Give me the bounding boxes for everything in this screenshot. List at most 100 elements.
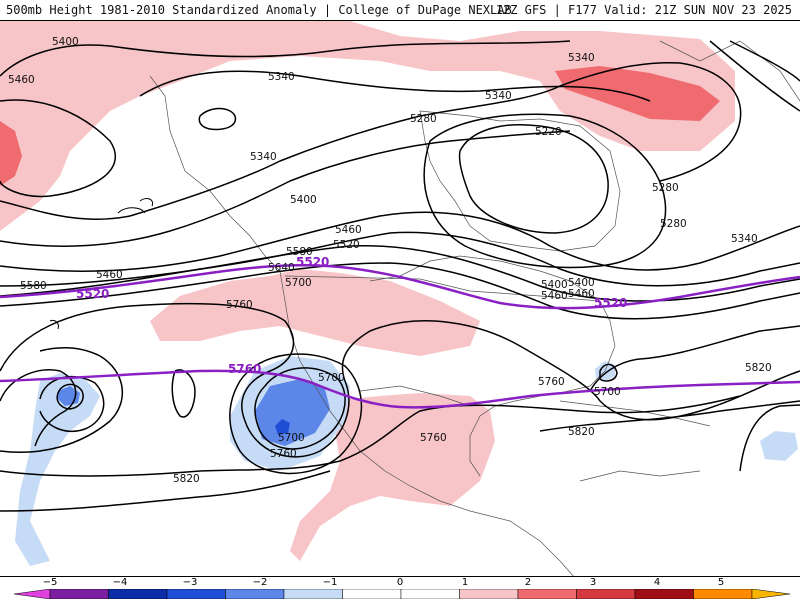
height-contour-line — [0, 244, 800, 302]
colorbar-tick: −5 — [42, 577, 58, 588]
header: 500mb Height 1981-2010 Standardized Anom… — [0, 0, 800, 20]
coastline — [559, 400, 711, 427]
height-contour-line — [139, 70, 651, 102]
height-contour-line — [0, 395, 741, 477]
colorbar-tick: 5 — [717, 577, 725, 588]
colorbar-left-arrow — [13, 589, 51, 599]
height-label: 5700 — [285, 277, 312, 289]
colorbar-segment — [342, 589, 402, 599]
contour-labels: 5400 5460 5340 5340 5340 5340 5220 5280 … — [8, 36, 772, 485]
height-label: 5460 — [541, 290, 568, 302]
height-label: 5340 — [250, 151, 277, 163]
height-contour-line — [198, 107, 237, 131]
colorbar-segment — [108, 589, 168, 599]
colorbar-segment — [634, 589, 694, 599]
height-label: 5340 — [485, 90, 512, 102]
colorbar-tick: 2 — [524, 577, 532, 588]
purple-contour-label: 5760 — [228, 362, 261, 376]
height-contour-line — [56, 383, 84, 410]
colorbar-segment — [693, 589, 753, 599]
colorbar-segment — [49, 589, 109, 599]
height-label: 5400 — [541, 279, 568, 291]
height-contour-line — [171, 369, 196, 418]
colorbar-segment — [576, 589, 636, 599]
height-contour-line — [254, 367, 346, 450]
colorbar-segment — [225, 589, 285, 599]
height-label: 5760 — [270, 448, 297, 460]
colorbar-segment — [283, 589, 343, 599]
height-contour-line — [709, 40, 800, 112]
colorbar: −5 −4 −3 −2 −1 0 1 2 3 4 5 — [0, 577, 800, 600]
height-label: 5400 — [52, 36, 79, 48]
map-title: 500mb Height 1981-2010 Standardized Anom… — [6, 3, 512, 17]
closed-contour — [139, 198, 154, 207]
height-label: 5640 — [268, 262, 295, 274]
colorbar-tick: 3 — [589, 577, 597, 588]
negative-anomaly-region — [15, 373, 100, 566]
positive-anomaly-shading — [0, 21, 735, 561]
coastline — [149, 75, 574, 576]
colorbar-segment — [166, 589, 226, 599]
colorbar-tick: −2 — [252, 577, 268, 588]
colorbar-tick: −4 — [112, 577, 128, 588]
colorbar-tick: 4 — [653, 577, 661, 588]
height-label: 5400 — [568, 277, 595, 289]
height-label: 5460 — [8, 74, 35, 86]
purple-5760-contour — [0, 369, 800, 409]
height-contour-line — [0, 262, 800, 320]
coastline — [369, 255, 616, 477]
height-label: 5700 — [594, 386, 621, 398]
height-label: 5220 — [535, 126, 562, 138]
height-contour-line — [0, 231, 800, 287]
height-label: 5280 — [652, 182, 679, 194]
height-label: 5460 — [335, 224, 362, 236]
height-label: 5760 — [420, 432, 447, 444]
height-contour-line — [0, 61, 742, 221]
purple-5520-contour — [0, 263, 800, 310]
height-contours — [0, 40, 800, 512]
positive-anomaly-region — [290, 393, 495, 561]
height-label: 5520 — [333, 239, 360, 251]
colorbar-segment — [459, 589, 519, 599]
height-label: 5760 — [226, 299, 253, 311]
colorbar-segments — [49, 589, 753, 599]
closed-contour — [49, 320, 59, 330]
coastline — [419, 110, 621, 252]
run-valid-time: 12Z GFS | F177 Valid: 21Z SUN NOV 23 202… — [495, 3, 792, 17]
colorbar-tick: 1 — [461, 577, 469, 588]
height-contour-line — [0, 470, 331, 512]
height-label: 5340 — [268, 71, 295, 83]
height-label: 5460 — [96, 269, 123, 281]
height-contour-line — [539, 400, 800, 432]
height-label: 5820 — [173, 473, 200, 485]
coastline — [579, 470, 701, 482]
height-label: 5280 — [410, 113, 437, 125]
positive-anomaly-region — [555, 66, 720, 121]
height-contour-line — [458, 124, 609, 234]
border — [284, 275, 601, 302]
height-contour-line — [0, 130, 571, 247]
negative-anomaly-region — [760, 431, 798, 461]
height-label: 5280 — [660, 218, 687, 230]
height-label: 5400 — [290, 194, 317, 206]
negative-anomaly-region — [255, 379, 330, 446]
height-contour-line — [729, 40, 800, 82]
reference-contours — [0, 263, 800, 409]
coastline — [659, 40, 800, 102]
height-contour-line — [0, 346, 124, 453]
colorbar-tick: 0 — [396, 577, 404, 588]
height-contour-line — [0, 211, 800, 272]
height-label: 5460 — [568, 288, 595, 300]
height-label: 5820 — [745, 362, 772, 374]
height-contour-line — [589, 325, 800, 392]
border — [359, 385, 471, 407]
height-label: 5580 — [286, 246, 313, 258]
coastlines — [149, 40, 800, 576]
colorbar-segment — [517, 589, 577, 599]
positive-anomaly-region — [0, 21, 735, 231]
closed-contour — [117, 207, 146, 214]
height-label: 5580 — [20, 280, 47, 292]
colorbar-tick: −3 — [182, 577, 198, 588]
colorbar-segment — [400, 589, 460, 599]
height-contour-line — [0, 369, 77, 447]
